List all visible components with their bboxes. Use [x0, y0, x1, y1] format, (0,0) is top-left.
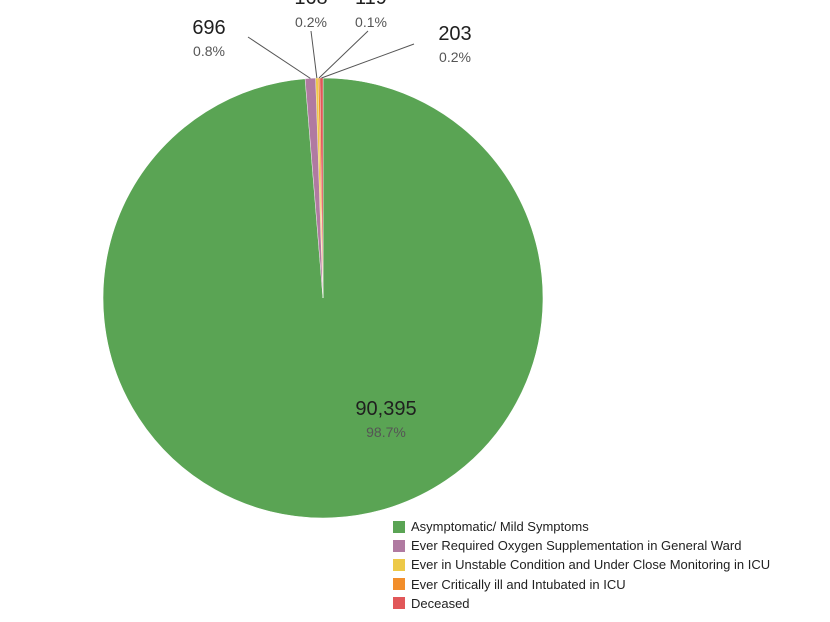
- legend-item: Ever in Unstable Condition and Under Clo…: [393, 555, 770, 574]
- legend-swatch: [393, 558, 405, 571]
- legend-swatch: [393, 539, 405, 552]
- legend-item: Asymptomatic/ Mild Symptoms: [393, 517, 770, 536]
- value-label-2: 168: [294, 0, 327, 9]
- legend-item: Deceased: [393, 594, 770, 613]
- legend-label: Deceased: [411, 595, 470, 611]
- leader-line-3: [318, 30, 369, 79]
- legend: Asymptomatic/ Mild Symptoms Ever Required…: [393, 517, 770, 613]
- legend-label: Asymptomatic/ Mild Symptoms: [411, 519, 589, 535]
- legend-swatch: [393, 520, 405, 533]
- percent-label-0: 98.7%: [366, 424, 406, 440]
- pie-slice-4: [319, 77, 324, 299]
- legend-label: Ever Critically ill and Intubated in ICU: [411, 576, 626, 592]
- legend-label: Ever Required Oxygen Supplementation in …: [411, 538, 742, 554]
- leader-line-4: [321, 43, 415, 79]
- value-label-1: 696: [192, 17, 225, 39]
- value-label-0: 90,395: [355, 398, 416, 420]
- percent-label-1: 0.8%: [193, 43, 225, 59]
- legend-swatch: [393, 597, 405, 610]
- value-label-4: 203: [438, 23, 471, 45]
- legend-swatch: [393, 578, 405, 591]
- percent-label-3: 0.1%: [355, 14, 387, 30]
- percent-label-2: 0.2%: [295, 14, 327, 30]
- leader-line-2: [310, 30, 318, 79]
- legend-label: Ever in Unstable Condition and Under Clo…: [411, 557, 771, 573]
- legend-item: Ever Required Oxygen Supplementation in …: [393, 536, 770, 555]
- leader-line-1: [247, 36, 311, 79]
- value-label-3: 119: [355, 0, 387, 9]
- legend-item: Ever Critically ill and Intubated in ICU: [393, 575, 770, 594]
- percent-label-4: 0.2%: [439, 49, 471, 65]
